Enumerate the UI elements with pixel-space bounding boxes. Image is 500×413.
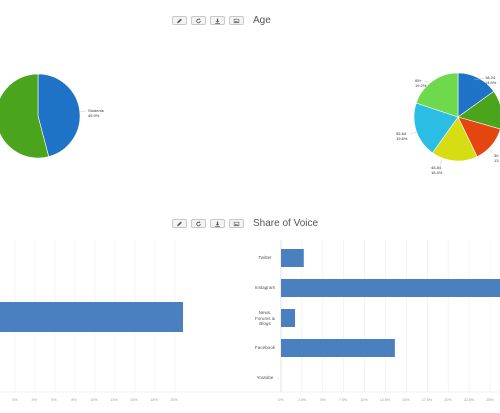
- edit-button[interactable]: [172, 16, 187, 25]
- tick-label: 15%: [402, 398, 410, 402]
- pie-slice-65: [415, 72, 459, 118]
- left-bar-chart: [0, 302, 183, 332]
- tick-label: 15%: [130, 398, 138, 402]
- edit-button[interactable]: [172, 219, 187, 228]
- tick-label: 10%: [90, 398, 98, 402]
- category-label-twitter: Twitter: [258, 255, 272, 260]
- tick-label: 22.5%: [463, 398, 475, 402]
- age-title: Age: [253, 15, 271, 26]
- leader-line-55-64: [409, 131, 418, 135]
- image-button[interactable]: [229, 16, 244, 25]
- tick-label: 0%: [278, 398, 284, 402]
- leader-line-35: [487, 147, 495, 156]
- bar-twitter: [281, 249, 304, 267]
- pencil-icon: [177, 221, 182, 226]
- share-of-voice-grid: [250, 240, 500, 393]
- refresh-icon: [196, 220, 201, 226]
- category-label-youtube: Youtube: [256, 375, 274, 380]
- tick-label: 10%: [360, 398, 368, 402]
- share-of-voice-toolbar: [172, 219, 244, 228]
- pie-slice-55-64: [413, 102, 459, 154]
- tick-label: 3%: [31, 398, 37, 402]
- pie-chart-age: [79, 72, 500, 166]
- tick-label: 12.5%: [379, 398, 391, 402]
- tick-label: 13%: [110, 398, 118, 402]
- pie-slice-1: [0, 73, 50, 159]
- bar: [0, 302, 183, 332]
- tick-label: 5%: [320, 398, 326, 402]
- pie-label-65-plus: 65+ 19.2%: [415, 78, 427, 88]
- tick-label: 0%: [12, 398, 18, 402]
- tick-label: 17.5%: [421, 398, 433, 402]
- share-of-voice-title: Share of Voice: [253, 218, 319, 229]
- share-of-voice-bars: [281, 249, 500, 357]
- download-button[interactable]: [210, 219, 225, 228]
- pie-label-students: Students 45.9%: [88, 108, 104, 118]
- category-label-instagram: Instagram: [254, 285, 276, 290]
- tick-label: 2.5%: [297, 398, 307, 402]
- bar-facebook: [281, 339, 395, 357]
- bar-instagram: [281, 279, 500, 297]
- bar-news-forums-blogs: [281, 309, 296, 327]
- download-icon: [215, 18, 220, 24]
- download-icon: [215, 221, 220, 227]
- pencil-icon: [177, 18, 182, 23]
- refresh-button[interactable]: [191, 16, 206, 25]
- pie-label-18-24: 18-24 14.6%: [485, 75, 497, 85]
- category-label-news-forums-blogs: News, Forums & Blogs: [255, 310, 275, 326]
- tick-label: 25%: [486, 398, 494, 402]
- tick-label: 20%: [444, 398, 452, 402]
- leader-line-18-24: [473, 77, 485, 81]
- pie-chart-students: [0, 73, 81, 159]
- category-label-facebook: Facebook: [254, 345, 276, 350]
- tick-label: 7.5%: [338, 398, 348, 402]
- image-icon: [233, 18, 240, 23]
- download-button[interactable]: [210, 16, 225, 25]
- tick-label: 5%: [51, 398, 57, 402]
- refresh-icon: [196, 17, 201, 23]
- tick-label: 18%: [150, 398, 158, 402]
- leader-line-45-54: [439, 158, 443, 166]
- age-chart-toolbar: [172, 16, 244, 25]
- tick-label: 8%: [71, 398, 77, 402]
- leader-line-students: [79, 110, 87, 113]
- pie-slice-45-54: [432, 116, 478, 162]
- leader-line-65-plus: [423, 80, 429, 83]
- pie-slice-students: [37, 73, 81, 157]
- tick-label: 20%: [170, 398, 178, 402]
- refresh-button[interactable]: [191, 219, 206, 228]
- pie-slice-1: [457, 90, 500, 130]
- image-button[interactable]: [229, 219, 244, 228]
- pie-label-45-54: 45-54 16.4%: [431, 165, 443, 175]
- image-icon: [233, 221, 240, 226]
- pie-label-55-64: 55-64 19.6%: [396, 131, 408, 141]
- pie-label-35: 35 13: [494, 153, 499, 163]
